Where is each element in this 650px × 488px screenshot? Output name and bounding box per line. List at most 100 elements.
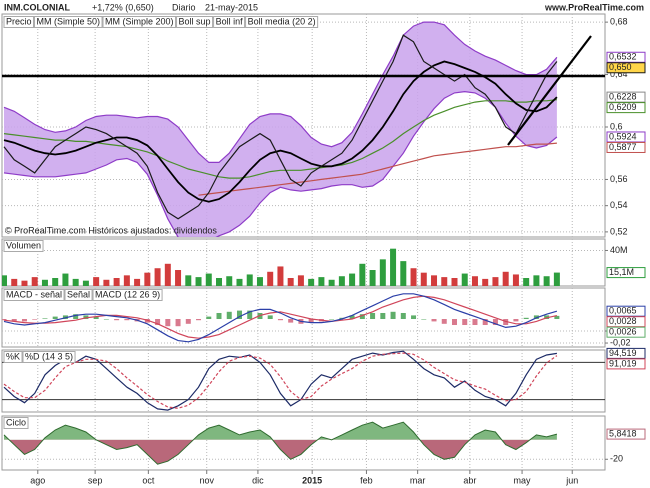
legend-label: Ciclo — [6, 417, 26, 427]
bar — [400, 261, 407, 286]
panel-plot — [2, 350, 605, 412]
bar — [155, 319, 161, 326]
legend-label: Volumen — [6, 240, 41, 250]
line — [3, 60, 558, 203]
bar — [206, 316, 212, 320]
legend-box — [92, 289, 163, 301]
bar — [451, 278, 458, 286]
legend-box — [3, 16, 35, 28]
value-label: 94,519 — [609, 348, 637, 358]
y-tick-label: 0,52 — [610, 226, 628, 236]
bar — [113, 278, 120, 286]
bar — [297, 275, 304, 286]
bar — [32, 319, 38, 320]
bar — [31, 277, 38, 286]
bar — [308, 278, 315, 286]
value-label-box — [606, 141, 646, 153]
value-label: 5,8418 — [609, 428, 637, 438]
bar — [134, 278, 141, 286]
bar — [246, 274, 253, 286]
bar — [2, 275, 7, 286]
y-tick-label: -20 — [610, 454, 623, 464]
x-tick-label: mar — [410, 475, 426, 485]
bar — [554, 315, 560, 320]
legend-label: %K — [6, 351, 20, 361]
bar — [328, 279, 335, 286]
bar — [421, 319, 427, 320]
x-tick-label: oct — [142, 475, 155, 485]
bar — [267, 271, 274, 286]
legend-label: MM (Simple 200) — [105, 16, 174, 26]
bar — [329, 319, 335, 320]
value-label-box — [606, 102, 646, 114]
bar — [441, 277, 448, 286]
bar — [411, 315, 417, 320]
bar — [267, 315, 273, 320]
bar — [52, 278, 59, 286]
bar — [123, 275, 130, 286]
bar — [472, 319, 478, 326]
bar — [52, 316, 58, 320]
bar — [11, 278, 18, 286]
bar — [82, 280, 89, 286]
legend-label: Señal — [67, 289, 90, 299]
x-tick-label: dic — [252, 475, 264, 485]
panel-frame — [1, 415, 606, 471]
legend-label: Boll inf — [216, 16, 244, 26]
bar — [175, 319, 181, 327]
bar — [154, 268, 161, 286]
legend-box — [22, 351, 76, 363]
y-tick-label: 40M — [610, 245, 628, 255]
value-label-box — [606, 358, 646, 370]
area-negative — [9, 439, 531, 465]
bar — [338, 276, 345, 286]
bar — [461, 273, 468, 286]
bar — [553, 272, 560, 286]
value-label: 0,5924 — [609, 131, 637, 141]
bar — [502, 271, 509, 286]
legend-label: MM (Simple 50) — [37, 16, 101, 26]
bar — [114, 319, 120, 321]
bar — [369, 270, 376, 286]
legend-label: MACD (12 26 9) — [95, 289, 160, 299]
bar — [359, 263, 366, 286]
bar — [196, 319, 202, 321]
value-label: 0,0065 — [609, 306, 637, 316]
instrument: INM.COLONIAL — [4, 2, 70, 12]
bar — [431, 275, 438, 286]
y-tick-label: 0,6 — [610, 121, 623, 131]
legend-box — [34, 16, 103, 28]
legend-box — [64, 289, 93, 301]
bar — [513, 319, 519, 322]
x-tick-label: ago — [30, 475, 45, 485]
value-label: 91,019 — [609, 358, 637, 368]
bar — [390, 311, 396, 320]
bar — [512, 274, 519, 286]
y-tick-label: 0,56 — [610, 174, 628, 184]
bar — [144, 272, 151, 286]
value-label-box — [606, 62, 646, 74]
bar — [103, 319, 109, 320]
bar — [523, 317, 529, 320]
source: www.ProRealTime.com — [544, 2, 644, 12]
bar — [410, 268, 417, 286]
value-label-box — [606, 428, 646, 440]
bar — [226, 276, 233, 286]
footnote: © ProRealTime.com Históricos ajustados: … — [5, 225, 217, 235]
bar — [308, 319, 314, 323]
legend-label: Boll media (20 2) — [248, 16, 316, 26]
bar — [492, 277, 499, 286]
x-tick-label: nov — [199, 475, 214, 485]
bar — [288, 319, 294, 323]
value-label: 0,0028 — [609, 316, 637, 326]
bar — [124, 319, 130, 321]
bar — [277, 319, 283, 321]
bar — [523, 278, 530, 286]
bar — [185, 275, 192, 286]
legend-box — [3, 240, 44, 252]
panel-frame — [1, 13, 606, 238]
bar — [390, 248, 397, 286]
legend-label: MACD - señal — [6, 289, 62, 299]
bar — [216, 312, 222, 320]
